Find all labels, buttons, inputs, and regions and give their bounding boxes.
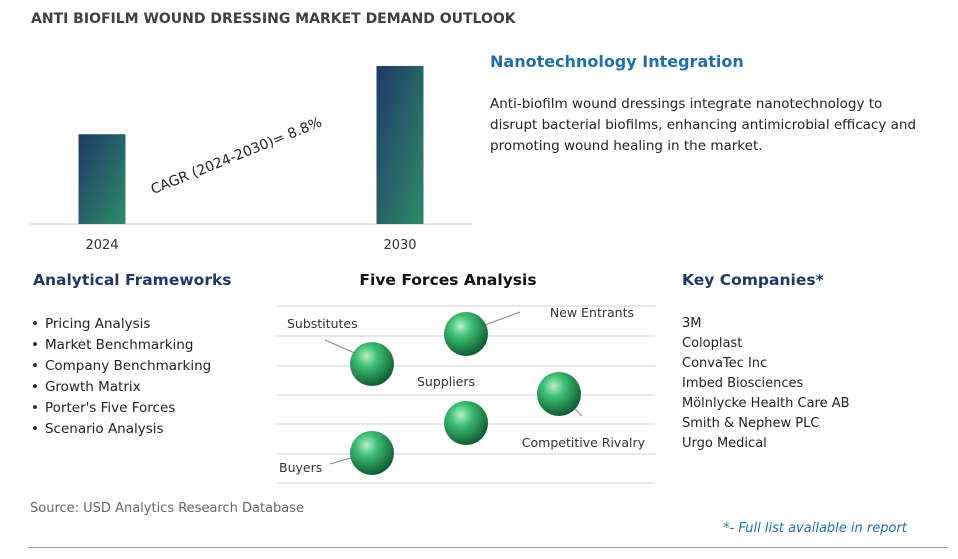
company-item: ConvaTec Inc — [682, 356, 768, 371]
company-item: Smith & Nephew PLC — [682, 416, 820, 431]
x-tick-label: 2024 — [85, 238, 118, 253]
footnote: *- Full list available in report — [723, 521, 907, 536]
company-item: Mölnlycke Health Care AB — [682, 396, 850, 411]
framework-item: Pricing Analysis — [31, 314, 211, 335]
force-label: Substitutes — [287, 316, 358, 331]
page-title: ANTI BIOFILM WOUND DRESSING MARKET DEMAN… — [31, 11, 516, 27]
x-tick-label: 2030 — [383, 238, 416, 253]
cagr-annotation: CAGR (2024-2030)= 8.8% — [149, 115, 325, 198]
framework-list: Pricing AnalysisMarket BenchmarkingCompa… — [31, 314, 211, 440]
company-item: Coloplast — [682, 336, 743, 351]
bar-chart: CAGR (2024-2030)= 8.8% 2024 2030 — [30, 66, 473, 253]
framework-item: Growth Matrix — [31, 377, 211, 398]
bar — [78, 134, 126, 224]
section-title: Key Companies* — [682, 271, 824, 289]
source-note: Source: USD Analytics Research Database — [30, 501, 305, 516]
framework-item: Porter's Five Forces — [31, 398, 211, 419]
bar — [376, 66, 424, 224]
company-list: 3M Coloplast ConvaTec Inc Imbed Biosciences… — [682, 314, 850, 454]
company-item: Urgo Medical — [682, 436, 767, 451]
framework-item: Company Benchmarking — [31, 356, 211, 377]
spheres — [350, 312, 581, 475]
company-item: Imbed Biosciences — [682, 376, 804, 391]
force-label: Competitive Rivalry — [522, 435, 646, 450]
section-title: Analytical Frameworks — [33, 271, 232, 289]
highlight-title: Nanotechnology Integration — [490, 52, 744, 71]
section-title: Five Forces Analysis — [359, 271, 537, 289]
highlight-text: Anti-biofilm wound dressings integrate n… — [490, 96, 917, 154]
framework-item: Market Benchmarking — [31, 335, 211, 356]
force-label: New Entrants — [550, 305, 634, 320]
force-label: Buyers — [279, 460, 322, 475]
company-item: 3M — [682, 316, 702, 331]
five-forces-diagram: Substitutes New Entrants Suppliers Competit… — [277, 305, 655, 484]
force-label: Suppliers — [417, 374, 475, 389]
bottom-rule — [28, 547, 948, 548]
framework-item: Scenario Analysis — [31, 419, 211, 440]
